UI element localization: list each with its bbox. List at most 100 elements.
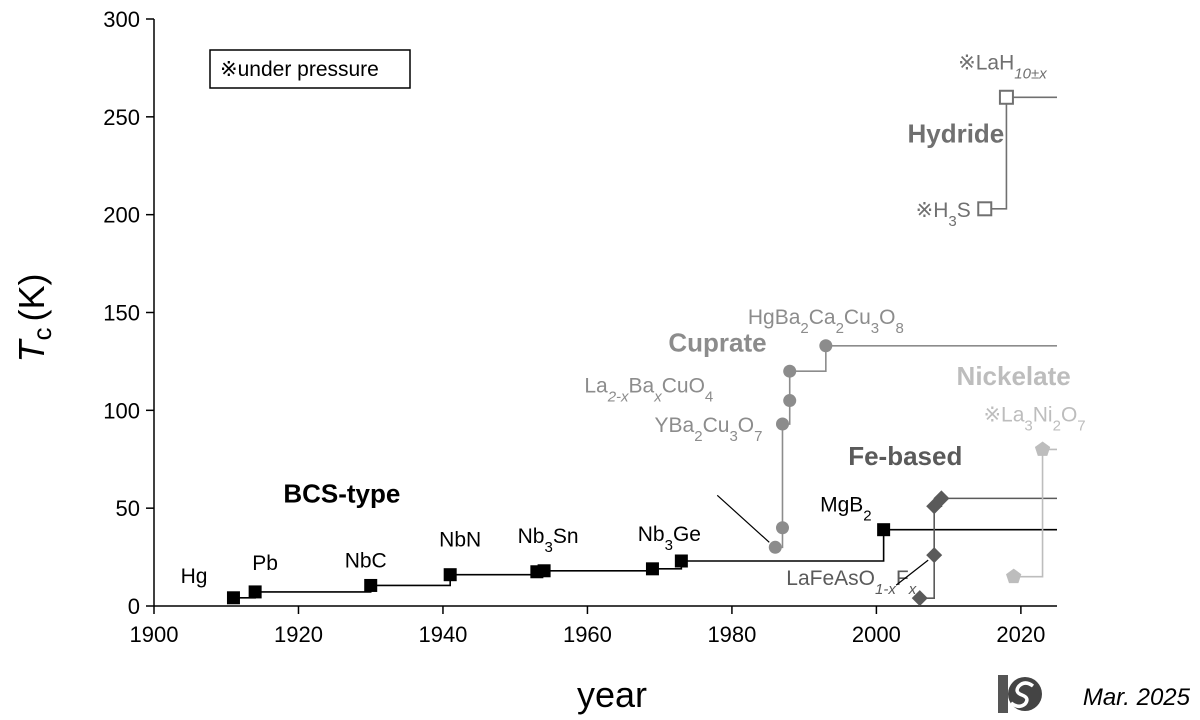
formula-text: NbN (439, 529, 481, 552)
formula-subscript: 8 (895, 319, 903, 336)
formula-subscript: 3 (545, 538, 553, 555)
leader-line (716, 494, 770, 543)
marker-bcs-type (248, 585, 262, 599)
point-label: ※LaH10±x (958, 51, 1047, 82)
formula-subscript: 3 (729, 428, 737, 445)
x-tick-label: 1980 (707, 622, 756, 647)
marker-hydride (977, 201, 993, 217)
formula-text: ※LaH (958, 51, 1014, 74)
formula-text: Cu (844, 306, 871, 329)
formula-text: Pb (252, 552, 278, 575)
point-label: Hg (181, 565, 208, 588)
y-tick-label: 300 (103, 7, 140, 32)
y-tick-label: 0 (128, 594, 140, 619)
marker-fe-based (933, 490, 950, 507)
point-label: HgBa2Ca2Cu3O8 (748, 306, 904, 337)
x-tick-label: 1900 (130, 622, 179, 647)
formula-subscript: 3 (665, 536, 673, 553)
point-label: Nb3Sn (518, 525, 579, 556)
x-tick-label: 1920 (274, 622, 323, 647)
formula-subscript: 7 (754, 428, 762, 445)
marker-hydride (998, 89, 1014, 105)
group-label-fe-based: Fe-based (848, 441, 962, 471)
formula-text: La (584, 374, 608, 397)
point-label: NbN (439, 529, 481, 552)
formula-subscript: 2 (863, 507, 871, 524)
marker-fe-based (911, 590, 928, 607)
y-tick-label: 200 (103, 203, 140, 228)
formula-text: HgBa (748, 306, 801, 329)
formula-text: Cu (703, 414, 730, 437)
formula-text: O (738, 414, 754, 437)
pressure-note-text: ※under pressure (220, 58, 379, 81)
marker-bcs-type (645, 562, 659, 576)
formula-text: YBa (655, 414, 695, 437)
formula-subscript: 10±x (1014, 65, 1047, 82)
step-line-fe-based (919, 497, 1057, 599)
formula-text: NbC (345, 549, 387, 572)
formula-subscript: 2 (1053, 417, 1061, 434)
axes: 0 50 100 150 200 250 300 1900 1920 1940 1960 1980 20… (103, 7, 1057, 647)
point-label: La2-xBaxCuO4 (584, 374, 713, 405)
step-line-cuprate (775, 344, 1057, 549)
formula-text: Ge (673, 523, 701, 546)
marker-cuprate (768, 540, 782, 554)
formula-subscript: 2-x (607, 388, 629, 405)
y-tick-label: 100 (103, 398, 140, 423)
formula-subscript: x (653, 388, 662, 405)
y-axis-symbol: T (11, 338, 52, 363)
y-tick-label: 250 (103, 105, 140, 130)
leader-line (895, 559, 929, 586)
formula-text: MgB (820, 494, 863, 517)
x-tick-label: 2020 (996, 622, 1045, 647)
point-label: Nb3Ge (638, 523, 701, 554)
step-line-nickelate (1013, 448, 1057, 578)
formula-text: Ca (809, 306, 836, 329)
x-tick-label: 2000 (852, 622, 901, 647)
svg-text:Tc(K): Tc (K) (11, 274, 57, 363)
marker-cuprate (819, 339, 833, 353)
point-label: ※H3S (916, 199, 971, 230)
pressure-note: ※under pressure (209, 49, 411, 89)
formula-text: F (896, 567, 909, 590)
formula-text: S (957, 199, 971, 222)
formula-text: Ba (629, 374, 655, 397)
formula-subscript: 1-x (875, 581, 896, 598)
y-axis-unit: (K) (11, 274, 52, 322)
formula-subscript: 7 (1077, 417, 1085, 434)
x-axis-title: year (577, 674, 647, 715)
formula-text: O (879, 306, 895, 329)
marker-bcs-type (443, 568, 457, 582)
point-label: LaFeAsO1-xFx (786, 567, 916, 598)
logo-icon (998, 675, 1042, 713)
x-tick-label: 1940 (418, 622, 467, 647)
formula-text: Ni (1033, 403, 1053, 426)
marker-cuprate (783, 394, 797, 408)
formula-subscript: x (908, 581, 917, 598)
y-tick-label: 50 (116, 496, 140, 521)
point-label: ※La3Ni2O7 (983, 403, 1085, 434)
marker-bcs-type (674, 554, 688, 568)
formula-subscript: 3 (948, 212, 956, 229)
formula-text: Nb (638, 523, 665, 546)
marker-cuprate (783, 364, 797, 378)
marker-bcs-type (537, 564, 551, 578)
point-label: MgB2 (820, 494, 872, 525)
y-axis-title: Tc (K) (11, 274, 57, 363)
group-label-bcs-type: BCS-type (283, 478, 400, 508)
marker-cuprate (775, 417, 789, 431)
x-tick-label: 1960 (563, 622, 612, 647)
marker-cuprate (775, 521, 789, 535)
point-label: Pb (252, 552, 278, 575)
y-tick-label: 150 (103, 301, 140, 326)
data-markers (226, 89, 1051, 607)
group-label-hydride: Hydride (907, 118, 1004, 148)
group-label-cuprate: Cuprate (668, 328, 766, 358)
pressure-note-box (209, 49, 411, 89)
marker-nickelate (1034, 441, 1051, 456)
formula-subscript: 2 (694, 428, 702, 445)
group-label-nickelate: Nickelate (957, 361, 1071, 391)
formula-subscript: 2 (836, 319, 844, 336)
